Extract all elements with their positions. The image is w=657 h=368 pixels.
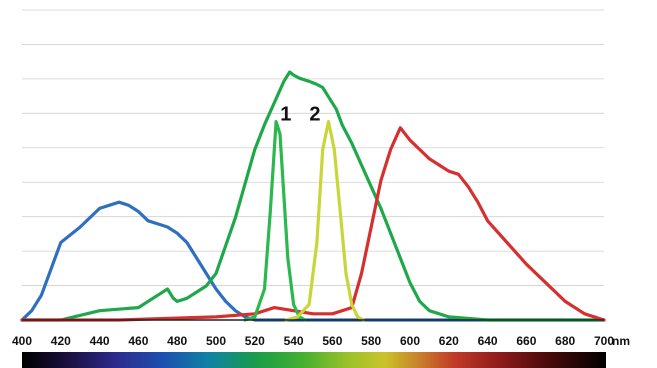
- series-line-4: [243, 119, 307, 322]
- x-tick-label: 540: [284, 334, 304, 348]
- x-tick-label: 500: [206, 334, 226, 348]
- x-tick-label: 400: [12, 334, 32, 348]
- peak-label-2: 2: [309, 104, 320, 126]
- x-tick-label: 520: [245, 334, 265, 348]
- x-tick-label: 600: [400, 334, 420, 348]
- series-group: [20, 70, 606, 322]
- series-line-3: [20, 126, 606, 322]
- x-tick-label: 420: [51, 334, 71, 348]
- spectrum-color-bar: [22, 352, 606, 368]
- x-tick-label: 640: [478, 334, 498, 348]
- series-line-5: [284, 119, 365, 322]
- grid-lines: [22, 9, 604, 321]
- x-tick-label: 680: [555, 334, 575, 348]
- x-tick-label: 440: [90, 334, 110, 348]
- x-tick-label: 580: [361, 334, 381, 348]
- x-tick-label: 660: [516, 334, 536, 348]
- x-tick-label: 700: [594, 334, 614, 348]
- x-tick-label: 480: [167, 334, 187, 348]
- series-line-1: [20, 200, 606, 322]
- peak-label-1: 1: [280, 104, 291, 126]
- x-unit-label: nm: [612, 334, 630, 348]
- x-tick-label: 620: [439, 334, 459, 348]
- x-tick-label: 560: [322, 334, 342, 348]
- series-line-2: [20, 70, 606, 322]
- x-tick-label: 460: [128, 334, 148, 348]
- x-tick-labels: 400 420 440 460 480 500 520 540 560 580 600 620 640 6…: [12, 334, 614, 348]
